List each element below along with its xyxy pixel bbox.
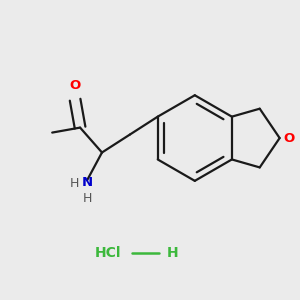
Text: H: H bbox=[167, 246, 178, 260]
Text: N: N bbox=[82, 176, 93, 189]
Text: HCl: HCl bbox=[95, 246, 122, 260]
Text: O: O bbox=[70, 79, 81, 92]
Text: H: H bbox=[82, 192, 92, 206]
Text: H: H bbox=[70, 177, 80, 190]
Text: O: O bbox=[283, 132, 295, 145]
